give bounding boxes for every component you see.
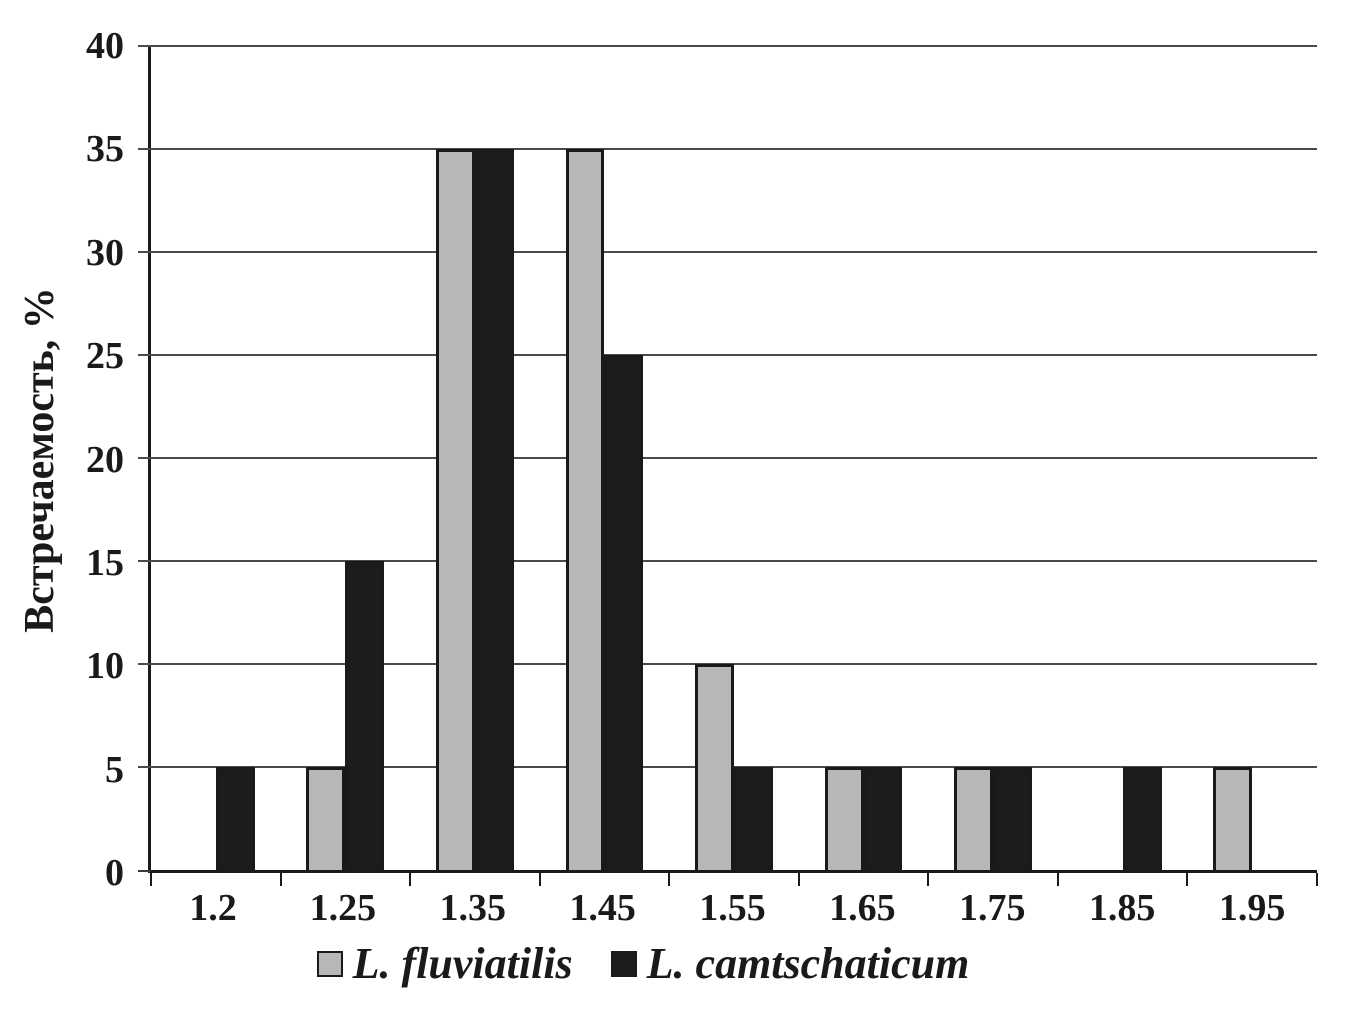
gridline-40 xyxy=(138,45,1317,47)
legend-item-l-fluviatilis: L. fluviatilis xyxy=(316,938,573,989)
bar-l-camtschaticum-1.75 xyxy=(993,767,1033,870)
bar-l-camtschaticum-1.55 xyxy=(734,767,773,870)
x-tick-mark-8 xyxy=(1186,873,1189,886)
legend-label: L. camtschaticum xyxy=(646,939,970,988)
gridline-30 xyxy=(138,251,1317,253)
y-tick-label-30: 30 xyxy=(86,231,124,274)
legend-swatch-icon xyxy=(316,950,343,977)
x-tick-mark-4 xyxy=(668,873,671,886)
x-tick-mark-7 xyxy=(1056,873,1059,886)
y-tick-label-0: 0 xyxy=(105,852,124,894)
bar-l-fluviatilis-1.95 xyxy=(1213,767,1253,870)
legend: L. fluviatilis L. camtschaticum xyxy=(0,938,1316,989)
x-tick-label-1.85: 1.85 xyxy=(1088,887,1156,929)
category-slot-1.95 xyxy=(1188,46,1318,870)
x-tick-label-1.55: 1.55 xyxy=(699,887,766,929)
bars-layer xyxy=(151,46,1317,870)
x-tick-label-1.35: 1.35 xyxy=(439,887,506,929)
bar-l-fluviatilis-1.25 xyxy=(306,767,346,870)
bar-l-camtschaticum-1.45 xyxy=(604,355,644,870)
bar-l-camtschaticum-1.35 xyxy=(474,149,514,870)
x-axis-tick-labels: 1.2 1.25 1.35 1.45 1.55 1.65 1.75 1.85 1.95 xyxy=(148,886,1317,930)
x-tick-label-1.2: 1.2 xyxy=(189,887,237,929)
gridline-20 xyxy=(138,457,1317,459)
x-tick-label-1.65: 1.65 xyxy=(829,887,896,929)
bar-l-camtschaticum-1.65 xyxy=(863,767,903,870)
y-tick-label-40: 40 xyxy=(86,25,124,67)
x-tick-label-1.75: 1.75 xyxy=(959,887,1026,929)
category-slot-1.2 xyxy=(151,46,281,870)
category-slot-1.25 xyxy=(281,46,411,870)
plot-area xyxy=(138,45,1318,886)
legend-label: L. fluviatilis xyxy=(352,939,573,988)
y-tick-label-25: 25 xyxy=(86,335,124,378)
x-tick-mark-6 xyxy=(927,873,930,886)
category-slot-1.85 xyxy=(1058,46,1188,870)
legend-swatch-icon xyxy=(610,950,637,977)
gridline-25 xyxy=(138,354,1317,356)
gridline-35 xyxy=(138,148,1317,150)
x-tick-mark-9 xyxy=(1316,873,1318,886)
bar-l-fluviatilis-1.55 xyxy=(695,664,735,870)
x-tick-mark-0 xyxy=(150,873,152,886)
bar-l-fluviatilis-1.75 xyxy=(954,767,994,870)
category-slot-1.45 xyxy=(540,46,670,870)
x-tick-mark-2 xyxy=(409,873,412,886)
y-tick-label-5: 5 xyxy=(105,748,124,791)
bar-l-fluviatilis-1.35 xyxy=(436,149,475,870)
x-tick-label-1.25: 1.25 xyxy=(309,887,377,929)
category-slot-1.55 xyxy=(669,46,799,870)
x-tick-mark-3 xyxy=(538,873,541,886)
y-tick-mark-0 xyxy=(138,870,151,872)
x-tick-label-1.45: 1.45 xyxy=(569,887,636,929)
gridline-15 xyxy=(138,560,1317,562)
y-tick-label-10: 10 xyxy=(86,645,124,688)
legend-item-l-camtschaticum: L. camtschaticum xyxy=(610,938,970,989)
x-tick-mark-1 xyxy=(279,873,282,886)
y-axis-tick-labels: 0 5 10 15 20 25 30 35 40 xyxy=(0,27,130,892)
y-tick-label-20: 20 xyxy=(86,438,124,481)
bar-l-camtschaticum-1.25 xyxy=(345,561,385,870)
y-tick-label-15: 15 xyxy=(86,541,124,584)
bar-l-fluviatilis-1.65 xyxy=(824,767,864,870)
bar-l-fluviatilis-1.45 xyxy=(565,149,605,870)
category-slot-1.65 xyxy=(799,46,929,870)
x-tick-mark-5 xyxy=(797,873,800,886)
category-slot-1.35 xyxy=(410,46,540,870)
x-tick-label-1.95: 1.95 xyxy=(1218,887,1286,929)
bar-l-camtschaticum-1.85 xyxy=(1122,767,1162,870)
category-slot-1.75 xyxy=(928,46,1058,870)
bar-l-camtschaticum-1.2 xyxy=(215,767,255,870)
y-tick-label-35: 35 xyxy=(86,128,124,171)
